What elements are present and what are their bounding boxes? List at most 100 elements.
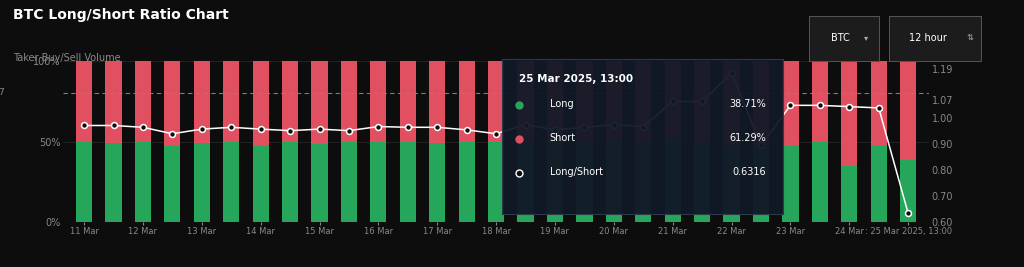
Point [665, 99, 681, 104]
Text: Taker Buy/Sell Volume: Taker Buy/Sell Volume [13, 53, 121, 63]
Text: Short: Short [550, 133, 575, 143]
Bar [694, 61, 711, 142]
Point [135, 125, 152, 129]
Point [371, 124, 387, 129]
Bar [577, 61, 593, 141]
Text: 61.29%: 61.29% [730, 133, 766, 143]
Point [753, 143, 769, 148]
Point [429, 125, 445, 129]
Bar [606, 142, 622, 222]
Point [488, 132, 505, 136]
Bar [812, 61, 828, 142]
Bar [135, 142, 152, 222]
Bar [253, 146, 268, 222]
Bar [399, 142, 416, 222]
Bar [311, 144, 328, 222]
Bar [194, 143, 210, 222]
Bar [841, 61, 857, 166]
Text: 80.47: 80.47 [0, 88, 5, 97]
Bar [194, 61, 210, 143]
Text: BTC Long/Short Ratio Chart: BTC Long/Short Ratio Chart [13, 8, 229, 22]
Text: 25 Mar 2025, 13:00: 25 Mar 2025, 13:00 [518, 74, 633, 84]
Point [459, 128, 475, 132]
Point [76, 123, 92, 128]
Point [547, 128, 563, 132]
Point [253, 127, 269, 131]
Bar [782, 146, 799, 222]
Point [605, 123, 622, 127]
Text: BTC: BTC [830, 33, 850, 43]
Text: Long: Long [550, 99, 573, 109]
Bar [429, 61, 445, 143]
Bar [635, 61, 651, 141]
Bar [459, 142, 475, 222]
Bar [429, 143, 445, 222]
Bar [665, 61, 681, 138]
Point [341, 128, 357, 133]
Point [782, 103, 799, 108]
Point [900, 211, 916, 215]
Bar [459, 61, 475, 142]
Point [194, 127, 210, 131]
Point [517, 123, 534, 127]
Bar [635, 141, 651, 222]
Bar [164, 61, 180, 146]
Bar [253, 61, 268, 146]
Bar [76, 142, 92, 222]
Bar [547, 142, 563, 222]
Bar [841, 166, 857, 222]
Point [105, 123, 122, 128]
Bar [341, 142, 357, 222]
Point [223, 125, 240, 129]
Bar [76, 61, 92, 142]
Bar [753, 61, 769, 145]
Point [723, 71, 739, 75]
Bar [694, 142, 711, 222]
Bar [870, 61, 887, 146]
Bar [105, 61, 122, 143]
Bar [135, 61, 152, 142]
Bar [105, 143, 122, 222]
Text: 0.6316: 0.6316 [733, 167, 766, 177]
Bar [900, 61, 916, 160]
Point [164, 132, 180, 136]
Point [311, 127, 328, 131]
Bar [665, 138, 681, 222]
Text: 38.71%: 38.71% [730, 99, 766, 109]
Bar [547, 61, 563, 142]
Bar [782, 61, 799, 146]
Bar [223, 142, 240, 222]
Bar [517, 61, 534, 142]
Bar [753, 145, 769, 222]
Point [812, 103, 828, 108]
Bar [223, 61, 240, 142]
Text: 12 hour: 12 hour [908, 33, 946, 43]
Bar [724, 145, 739, 222]
Point [841, 104, 857, 109]
Bar [371, 142, 386, 222]
Bar [341, 61, 357, 142]
Bar [164, 146, 180, 222]
Point [577, 125, 593, 129]
Bar [724, 61, 739, 145]
Text: ▾: ▾ [864, 33, 868, 42]
Point [399, 125, 416, 129]
Point [694, 99, 711, 104]
Point [635, 124, 651, 129]
Bar [488, 61, 504, 142]
Bar [900, 160, 916, 222]
Bar [606, 61, 622, 142]
Point [870, 106, 887, 110]
Bar [870, 146, 887, 222]
Bar [517, 142, 534, 222]
Point [282, 128, 298, 133]
Text: ⇅: ⇅ [967, 33, 974, 42]
Bar [399, 61, 416, 142]
Text: Long/Short: Long/Short [550, 167, 603, 177]
Bar [282, 142, 298, 222]
Bar [488, 142, 504, 222]
Bar [577, 141, 593, 222]
Bar [812, 142, 828, 222]
Bar [311, 61, 328, 144]
Bar [371, 61, 386, 142]
